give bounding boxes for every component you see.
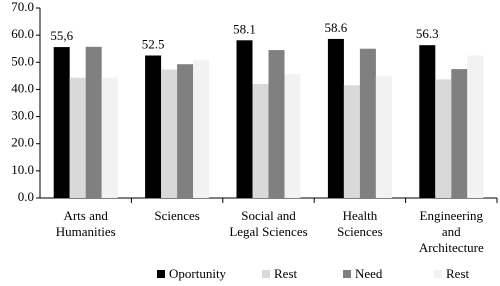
data-label: 56.3 [416, 26, 439, 41]
bar [327, 38, 344, 198]
bar [375, 75, 392, 198]
legend-label: Need [355, 266, 383, 281]
y-tick-label: 20.0 [11, 135, 34, 150]
y-tick-label: 60.0 [11, 26, 34, 41]
data-label: 58.6 [325, 20, 348, 35]
bar [252, 84, 269, 198]
x-tick-label: Health Sciences [337, 208, 383, 239]
bar [177, 64, 194, 198]
legend-swatch [434, 270, 442, 278]
bar [419, 45, 436, 198]
bar [85, 46, 102, 198]
y-tick-label: 40.0 [11, 80, 34, 95]
y-tick-label: 30.0 [11, 108, 34, 123]
bar [101, 77, 118, 198]
bar [236, 40, 253, 198]
x-tick-label: Engineering and Architecture [418, 208, 484, 255]
legend-label: Rest [274, 266, 298, 281]
bar [145, 55, 162, 198]
bar [359, 48, 376, 198]
bar [69, 77, 86, 198]
y-tick-label: 70.0 [11, 0, 34, 14]
legend-swatch [157, 270, 165, 278]
bar [467, 55, 484, 198]
y-tick-label: 10.0 [11, 162, 34, 177]
y-tick-label: 0.0 [18, 189, 34, 204]
x-tick-label: Social and Legal Sciences [229, 208, 308, 239]
bar [451, 69, 468, 198]
bar [53, 47, 70, 199]
bar [193, 60, 210, 198]
bar [343, 85, 360, 198]
bar [161, 69, 178, 198]
data-label: 55,6 [50, 28, 73, 43]
y-tick-label: 50.0 [11, 53, 34, 68]
bar [268, 50, 285, 199]
legend-label: Oportunity [169, 266, 227, 281]
legend-label: Rest [446, 266, 470, 281]
bar [284, 73, 301, 198]
x-tick-label: Arts and Humanities [55, 208, 116, 239]
x-tick-label: Sciences [154, 208, 200, 223]
bar [435, 79, 452, 198]
data-label: 58.1 [233, 21, 256, 36]
legend-swatch [343, 270, 351, 278]
data-label: 52.5 [142, 36, 165, 51]
legend-swatch [262, 270, 270, 278]
